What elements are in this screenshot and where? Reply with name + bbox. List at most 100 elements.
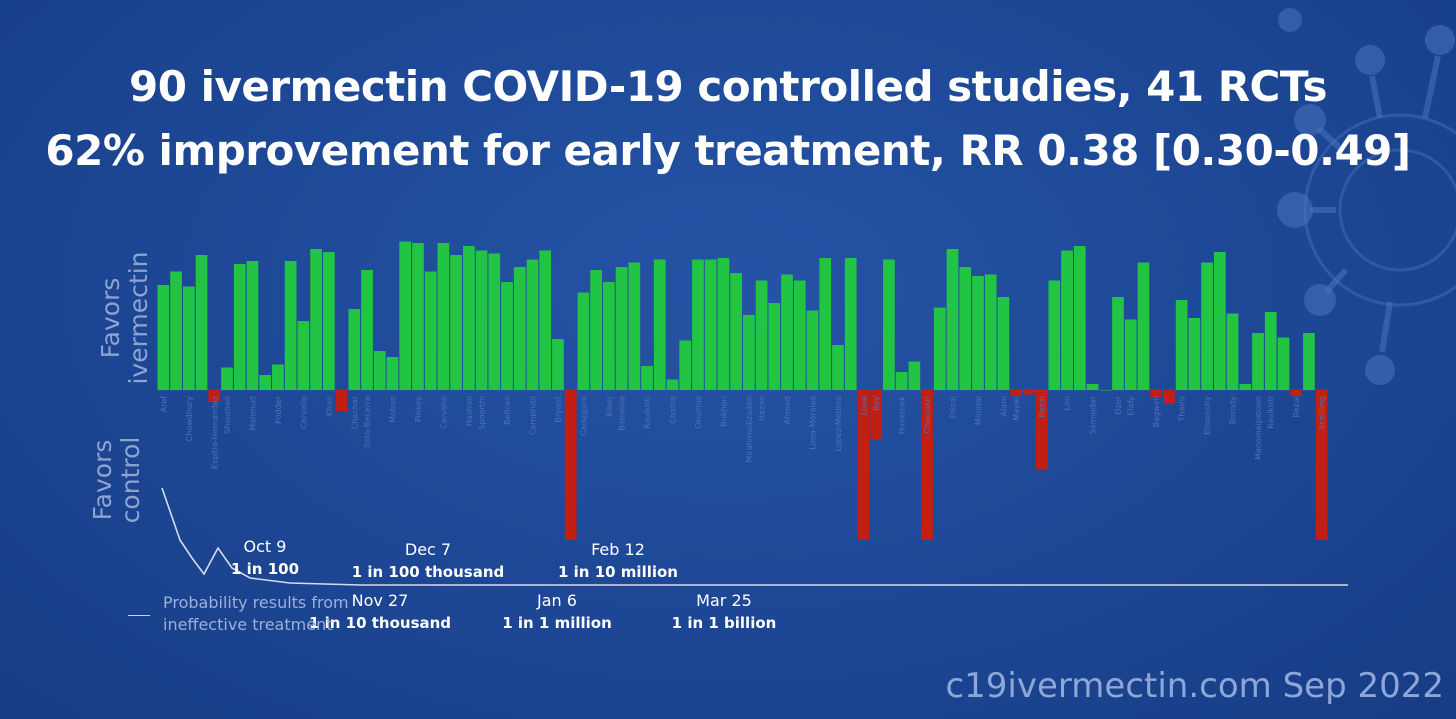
study-label: Chowdhury	[185, 396, 194, 442]
study-label: Pinkey	[414, 396, 423, 422]
study-bar	[170, 271, 182, 390]
study-bar	[297, 321, 310, 390]
study-bar	[590, 270, 602, 390]
study-bar	[182, 286, 195, 390]
chart-title: 90 ivermectin COVID-19 controlled studie…	[129, 62, 1327, 111]
study-bar	[577, 292, 590, 390]
study-bar	[730, 273, 742, 390]
study-bar	[272, 364, 284, 390]
study-label: Ahmed	[783, 396, 792, 424]
study-bar	[1137, 262, 1150, 390]
milestone-label: Feb 12 1 in 10 million	[558, 539, 678, 583]
study-label: Mayer	[1012, 395, 1021, 420]
study-bar	[1099, 390, 1112, 391]
study-bar	[1188, 318, 1201, 390]
study-bar	[1226, 313, 1239, 390]
study-label: Hazan	[758, 396, 767, 421]
study-bar	[1264, 312, 1277, 390]
study-bar	[806, 310, 819, 390]
milestone-label: Nov 27 1 in 10 thousand	[309, 590, 451, 634]
study-bar	[1010, 390, 1023, 396]
study-bar	[564, 390, 577, 540]
study-label: Bryant	[554, 396, 563, 423]
study-bar	[399, 241, 412, 390]
milestone-date: Oct 9	[243, 537, 287, 556]
study-bar	[501, 282, 513, 390]
study-label: Samajdar	[1089, 395, 1098, 434]
study-label: Ravikirti	[643, 396, 652, 429]
study-bar	[946, 249, 959, 390]
study-bar	[539, 250, 552, 390]
study-label: Hashim	[465, 396, 474, 426]
study-bar	[462, 246, 475, 390]
milestone-label: Oct 9 1 in 100	[231, 536, 299, 580]
milestone-odds: 1 in 100 thousand	[351, 563, 505, 581]
study-bar	[603, 282, 615, 390]
study-label: Rezai	[1292, 396, 1301, 417]
study-bar	[793, 280, 806, 390]
study-label: Mirahmadizadeh	[745, 396, 754, 463]
study-label: Podder	[274, 395, 283, 424]
study-bar	[704, 259, 717, 390]
study-bar	[322, 252, 335, 390]
study-bar	[221, 367, 233, 390]
study-bar	[615, 267, 628, 390]
study-label: Faisal	[949, 396, 958, 418]
milestone-odds: 1 in 1 billion	[671, 614, 777, 632]
study-bar	[310, 249, 322, 390]
study-label: Ravikirti	[1267, 396, 1276, 429]
study-bar	[972, 276, 984, 390]
milestone-label: Mar 25 1 in 1 billion	[672, 590, 777, 634]
study-bar	[157, 285, 170, 390]
study-bar	[1048, 280, 1061, 390]
study-label: Spoorthi	[478, 396, 487, 430]
study-bar	[412, 243, 424, 390]
study-label: Carvallo	[439, 396, 448, 429]
study-bar	[475, 250, 488, 390]
study-label: Aref	[159, 396, 168, 413]
study-label: Lim	[1063, 396, 1072, 411]
study-bar	[526, 259, 539, 390]
study-bar	[1213, 252, 1226, 390]
study-label: Loue	[859, 396, 868, 415]
study-bar	[1124, 319, 1137, 390]
milestone-date: Feb 12	[591, 540, 645, 559]
study-bar	[895, 372, 908, 390]
study-bar	[1239, 384, 1252, 390]
study-bar	[246, 261, 259, 390]
study-bar	[348, 309, 361, 390]
study-bar	[195, 255, 208, 390]
study-label: Lopez-Medina	[834, 396, 843, 451]
study-label: Soto-Becerra	[363, 396, 372, 448]
study-bar	[373, 351, 386, 390]
milestone-odds: 1 in 10 thousand	[308, 614, 452, 632]
study-label: Chachar	[350, 395, 359, 429]
study-bar	[666, 379, 679, 390]
milestone-date: Dec 7	[404, 540, 452, 559]
chart-subtitle: 62% improvement for early treatment, RR …	[45, 126, 1411, 175]
study-bar	[781, 274, 793, 390]
study-label: Thairu	[1178, 396, 1187, 422]
study-label: Chaccour	[923, 395, 932, 433]
study-bar	[832, 345, 844, 390]
study-bar	[1023, 390, 1035, 395]
study-label: Elafy	[1127, 396, 1136, 416]
study-bar	[933, 307, 946, 390]
study-bar	[984, 274, 997, 390]
study-label: Carvallo	[299, 396, 308, 429]
study-bar	[755, 280, 768, 390]
study-label: Shouman	[223, 396, 232, 434]
study-label: Cadegiani	[579, 396, 588, 436]
milestone-date: Nov 27	[351, 591, 409, 610]
study-label: Bukhari	[719, 396, 728, 427]
legend-swatch	[128, 615, 150, 616]
study-label: Khan	[325, 396, 334, 416]
study-bar	[284, 261, 297, 390]
study-label: Lima-Morales	[809, 396, 818, 450]
study-bar	[386, 357, 399, 390]
milestone-label: Jan 6 1 in 1 million	[502, 590, 612, 634]
milestone-label: Dec 7 1 in 100 thousand	[352, 539, 505, 583]
study-bar	[1277, 337, 1290, 390]
